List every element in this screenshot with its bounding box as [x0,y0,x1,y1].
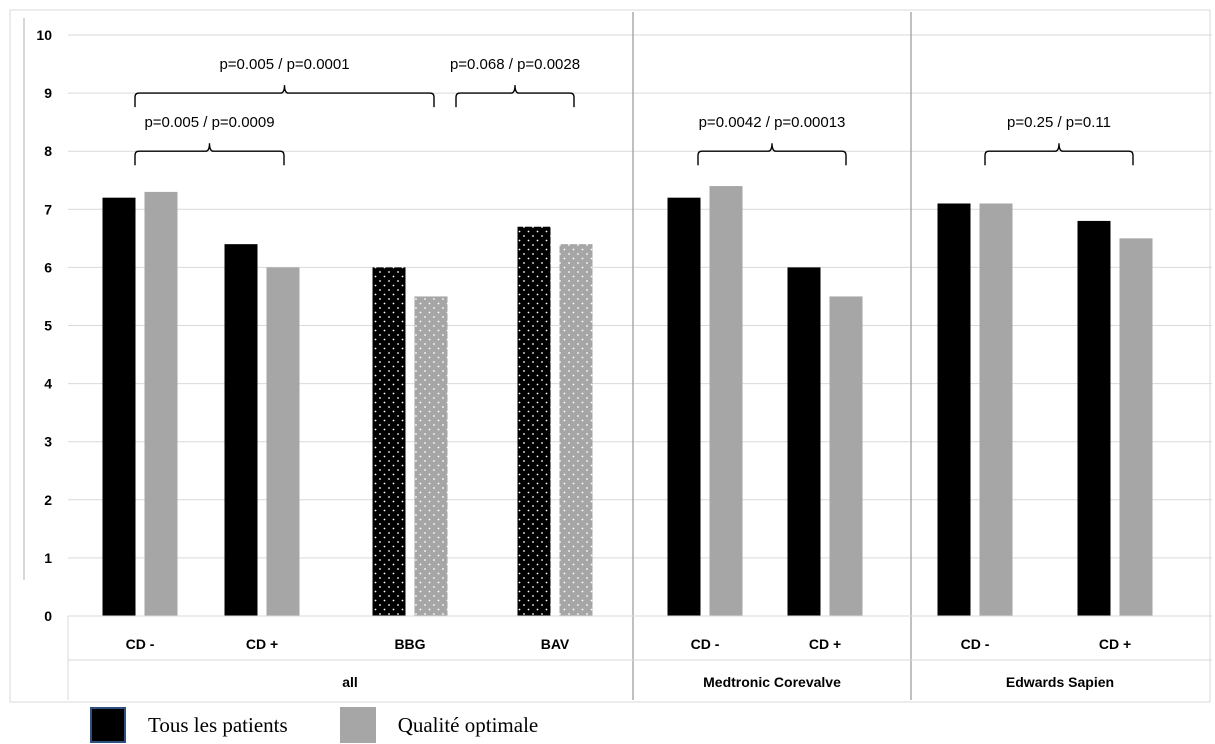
bar-series-1 [224,244,258,616]
legend-swatch-grey [339,707,376,743]
bar-series-2 [829,296,863,616]
x-category-label: CD + [809,636,841,652]
p-value-label: p=0.068 / p=0.0028 [450,56,580,73]
chart-frame [9,9,1211,703]
y-tick-label: 2 [44,492,52,508]
y-axis-ticks: 0 1 2 3 4 5 6 7 8 9 10 [23,18,52,624]
legend-item-all-patients: Tous les patients [90,707,288,743]
y-tick-label: 0 [44,608,52,624]
bar-series-1 [787,267,821,616]
x-group-label: Edwards Sapien [1006,674,1114,690]
bar-series-2 [414,296,448,616]
x-group-label: all [342,674,358,690]
y-tick-label: 10 [36,27,52,43]
y-tick-label: 8 [44,143,52,159]
y-tick-label: 6 [44,259,52,275]
bar-series-2 [979,203,1013,617]
legend: Tous les patients Qualité optimale [90,706,590,744]
legend-item-optimal-quality: Qualité optimale [339,707,539,743]
y-tick-label: 3 [44,434,52,450]
p-value-label: p=0.25 / p=0.11 [1007,114,1111,131]
x-group-label: Medtronic Corevalve [703,674,841,690]
y-tick-label: 9 [44,85,52,101]
significance-bracket [134,143,285,166]
bar-series-2 [266,267,300,616]
x-category-label: CD + [246,636,278,652]
legend-label: Qualité optimale [397,712,539,737]
x-category-label: BAV [541,636,570,652]
bar-series-1 [937,203,971,617]
p-value-label: p=0.005 / p=0.0009 [144,114,274,131]
bar-series-2 [1119,238,1153,616]
bar-series-2 [144,191,178,616]
p-value-label: p=0.0042 / p=0.00013 [699,114,846,131]
x-category-label: CD - [961,636,990,652]
y-tick-label: 7 [44,201,52,217]
annotations: p=0.005 / p=0.0009 p=0.005 / p=0.0001 p=0.… [134,56,1134,166]
x-category-label: CD + [1099,636,1131,652]
bar-series-1 [1077,220,1111,617]
x-category-label: BBG [394,636,425,652]
legend-swatch-black [90,707,126,743]
significance-bracket [455,85,575,108]
bar-series-2 [559,244,593,616]
bar-series-1 [667,197,701,616]
bar-series-1 [372,267,406,616]
bar-series-2 [709,186,743,616]
p-value-label: p=0.005 / p=0.0001 [219,56,349,73]
significance-bracket [697,143,847,166]
significance-bracket [984,143,1134,166]
x-category-label: CD - [691,636,720,652]
x-axis: CD - CD + BBG BAV CD - CD + CD - CD + all Medtron… [67,615,1212,700]
bar-series-1 [517,226,551,617]
bar-series-1 [102,197,136,616]
bars [102,186,1153,617]
significance-bracket [134,85,435,108]
y-tick-label: 1 [44,550,52,566]
legend-label: Tous les patients [148,712,288,737]
y-tick-label: 5 [44,318,52,334]
y-tick-label: 4 [44,376,52,392]
x-category-label: CD - [126,636,155,652]
